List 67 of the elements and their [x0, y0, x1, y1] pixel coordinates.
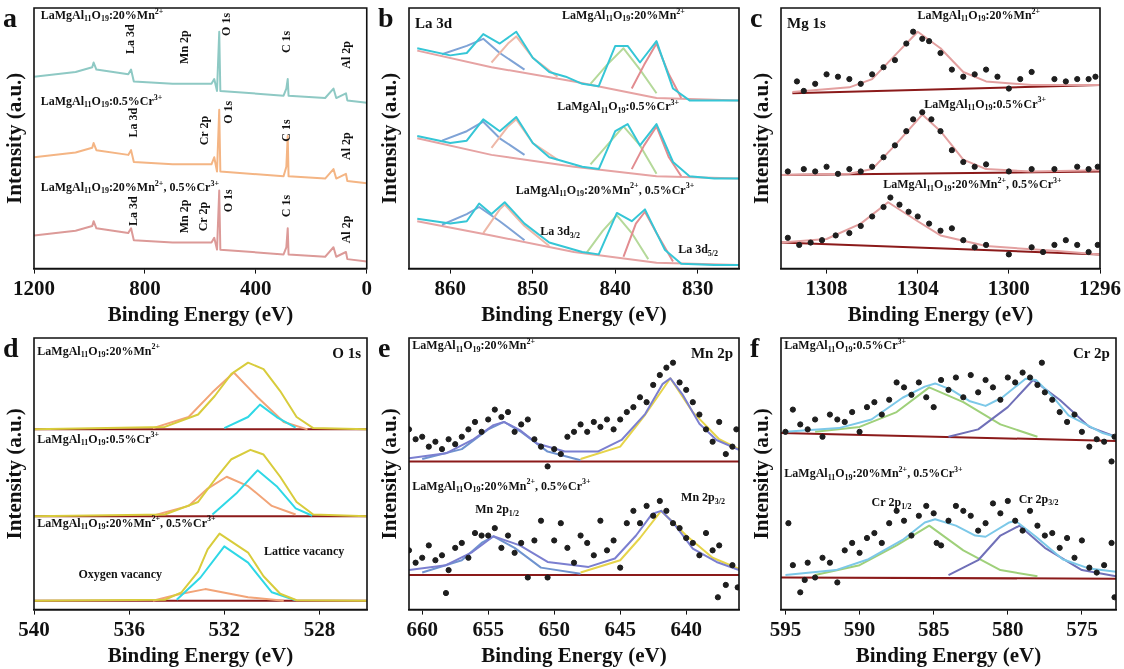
- x-tick-label: 595: [769, 616, 802, 641]
- chart-title: b: [378, 2, 394, 34]
- annotation: Al 2p: [338, 215, 353, 244]
- chart-subtitle: O 1s: [332, 344, 362, 361]
- chart-title: c: [750, 2, 763, 34]
- annotation: C 1s: [278, 118, 293, 142]
- x-axis-title: Binding Energy (eV): [481, 301, 667, 326]
- x-tick-label: 850: [517, 275, 549, 300]
- x-tick-label: 400: [240, 275, 272, 300]
- x-tick-label: 0: [361, 275, 372, 300]
- annotation: C 1s: [278, 30, 293, 54]
- annotation: Cr 2p: [197, 115, 212, 146]
- x-tick-label: 540: [18, 616, 50, 641]
- annotation: O 1s: [219, 12, 234, 36]
- annotation: O 1s: [221, 189, 236, 213]
- x-axis-title: Binding Energy (eV): [107, 301, 294, 326]
- x-tick-label: 1304: [896, 275, 940, 300]
- y-axis-title: Intensity (a.u.): [377, 408, 402, 540]
- chart-subtitle: Cr 2p: [1072, 344, 1110, 361]
- x-axis-title: Binding Energy (eV): [481, 642, 667, 667]
- annotation: La 3d: [125, 196, 140, 227]
- y-axis-title: Intensity (a.u.): [2, 408, 27, 540]
- x-tick-label: 1296: [1079, 275, 1121, 300]
- chart-subtitle: Mg 1s: [787, 14, 826, 31]
- annotation: Lattice vacancy: [263, 543, 345, 558]
- chart-subtitle: Mn 2p: [690, 344, 733, 361]
- x-tick-label: 860: [434, 275, 466, 300]
- annotation: C 1s: [278, 194, 293, 218]
- annotation: Al 2p: [338, 131, 353, 160]
- x-tick-label: 650: [538, 616, 570, 641]
- annotation: O 1s: [221, 100, 236, 124]
- annotation: Mn 2p: [177, 29, 192, 64]
- annotation: La 3d: [122, 24, 137, 55]
- annotation: La 3d: [125, 107, 140, 138]
- chart-title: f: [750, 332, 760, 364]
- annotation: Oxygen vacancy: [78, 566, 163, 581]
- y-axis-title: Intensity (a.u.): [749, 408, 774, 540]
- x-tick-label: 840: [599, 275, 631, 300]
- x-tick-label: 575: [1066, 616, 1098, 641]
- annotation: Cr 2p: [195, 201, 210, 232]
- x-tick-label: 580: [992, 616, 1024, 641]
- y-axis-title: Intensity (a.u.): [377, 72, 402, 204]
- x-tick-label: 1200: [13, 275, 55, 300]
- x-tick-label: 532: [208, 616, 241, 641]
- chart-subtitle: La 3d: [415, 14, 453, 31]
- x-axis-title: Binding Energy (eV): [855, 642, 1042, 667]
- annotation: Mn 2p: [177, 199, 192, 234]
- x-tick-label: 1300: [987, 275, 1030, 300]
- x-tick-label: 830: [682, 275, 714, 300]
- chart-title: d: [3, 332, 19, 364]
- x-tick-label: 536: [113, 616, 145, 641]
- chart-title: a: [3, 2, 17, 34]
- chart-title: e: [378, 332, 391, 364]
- x-tick-label: 640: [670, 616, 702, 641]
- x-axis-title: Binding Energy (eV): [107, 642, 294, 667]
- annotation: Al 2p: [338, 40, 353, 69]
- x-axis-title: Binding Energy (eV): [847, 301, 1034, 326]
- y-axis-title: Intensity (a.u.): [2, 72, 27, 204]
- x-tick-label: 660: [406, 616, 438, 641]
- x-tick-label: 800: [129, 275, 161, 300]
- x-tick-label: 590: [843, 616, 876, 641]
- x-tick-label: 528: [303, 616, 336, 641]
- x-tick-label: 645: [604, 616, 636, 641]
- x-tick-label: 655: [472, 616, 504, 641]
- y-axis-title: Intensity (a.u.): [749, 72, 774, 204]
- x-tick-label: 585: [917, 616, 950, 641]
- x-tick-label: 1308: [805, 275, 848, 300]
